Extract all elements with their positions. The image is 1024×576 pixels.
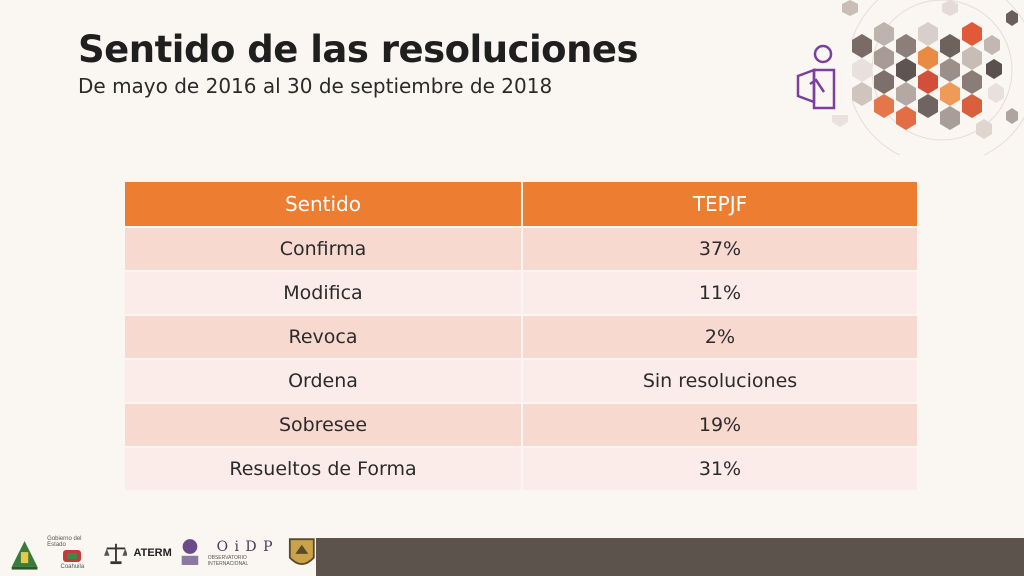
row-value: 37% [521, 228, 917, 270]
row-label: Resueltos de Forma [125, 448, 521, 490]
reading-person-icon [796, 44, 836, 110]
shield-emblem-icon [289, 538, 316, 565]
row-value: 19% [521, 404, 917, 446]
row-label: Ordena [125, 360, 521, 402]
hexagon-pattern-graphic [792, 0, 1024, 155]
row-value: 11% [521, 272, 917, 314]
row-value: Sin resoluciones [521, 360, 917, 402]
table-row: Modifica 11% [125, 272, 917, 314]
row-label: Sobresee [125, 404, 521, 446]
table-header-row: Sentido TEPJF [125, 182, 917, 226]
scales-of-justice-icon [103, 543, 128, 565]
tribunal-electoral-logo [11, 541, 38, 570]
footer-bar [316, 538, 1024, 576]
table-row: Confirma 37% [125, 228, 917, 270]
header-tepjf: TEPJF [521, 182, 917, 226]
table-row: Revoca 2% [125, 316, 917, 358]
hexagon-cluster [832, 0, 1024, 155]
footer-logos: Gobierno del Estado Coahuila ATERM O i D… [0, 530, 316, 576]
header-sentido: Sentido [125, 182, 521, 226]
observatorio-text: OBSERVATORIO INTERNACIONAL [207, 555, 249, 567]
gobierno-coahuila-logo: Gobierno del Estado Coahuila [47, 534, 97, 572]
table-row: Ordena Sin resoluciones [125, 360, 917, 402]
table-row: Sobresee 19% [125, 404, 917, 446]
slide-subtitle: De mayo de 2016 al 30 de septiembre de 2… [78, 74, 553, 98]
row-value: 31% [521, 448, 917, 490]
resolutions-table: Sentido TEPJF Confirma 37% Modifica 11% … [125, 180, 917, 492]
row-label: Modifica [125, 272, 521, 314]
row-value: 2% [521, 316, 917, 358]
coahuila-emblem-icon [63, 550, 82, 562]
slide-title: Sentido de las resoluciones [78, 28, 639, 71]
academia-idh-logo [181, 539, 199, 565]
gobierno-text: Gobierno del Estado [47, 536, 82, 548]
aterm-text: ATERM [133, 547, 172, 559]
oidp-text: O i D P [216, 539, 274, 555]
oidp-logo: O i D P OBSERVATORIO INTERNACIONAL [208, 534, 283, 572]
row-label: Confirma [125, 228, 521, 270]
aterm-logo: ATERM [133, 534, 171, 572]
coahuila-text: Coahuila [60, 564, 85, 570]
row-label: Revoca [125, 316, 521, 358]
table-row: Resueltos de Forma 31% [125, 448, 917, 490]
